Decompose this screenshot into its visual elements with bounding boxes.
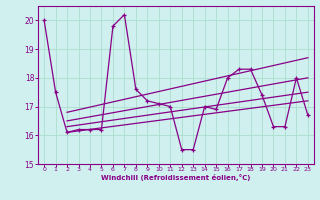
X-axis label: Windchill (Refroidissement éolien,°C): Windchill (Refroidissement éolien,°C) [101, 174, 251, 181]
